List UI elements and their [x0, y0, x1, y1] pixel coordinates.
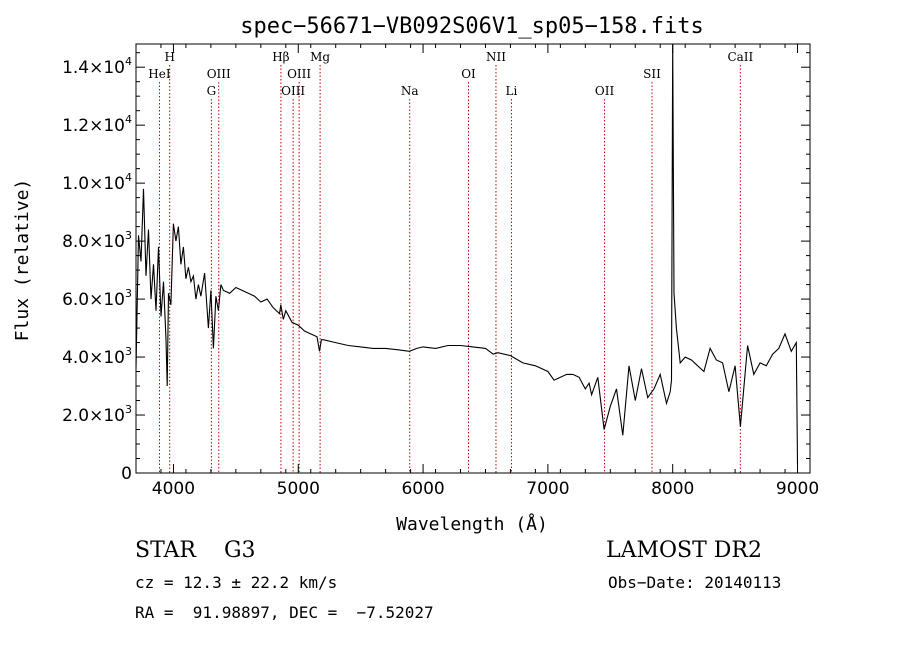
line-id-label: SII [643, 67, 661, 81]
x-tick-label: 4000 [152, 479, 195, 499]
object-class-line: STAR G3 [135, 538, 256, 563]
line-id-label: Na [401, 84, 419, 98]
line-id-label: HeI [148, 67, 171, 81]
x-tick-label: 8000 [651, 479, 694, 499]
line-id-label: Hβ [272, 50, 289, 64]
plot-frame [135, 43, 811, 474]
line-id-label: Mg [310, 50, 330, 64]
ra-dec-coordinates: RA = 91.98897, DEC = −7.52027 [135, 603, 434, 622]
x-tick-label: 9000 [776, 479, 819, 499]
y-tick-label: 2.0×103 [62, 403, 132, 426]
y-tick-label: 1.2×104 [62, 113, 132, 136]
spectrum-series [135, 43, 799, 465]
line-id-label: OIII [287, 67, 311, 81]
redshift-velocity: cz = 12.3 ± 22.2 km/s [135, 573, 338, 592]
y-tick-label: 4.0×103 [62, 345, 132, 368]
line-id-label: G [207, 84, 217, 98]
y-tick-label: 8.0×103 [62, 229, 132, 252]
y-tick-label: 1.4×104 [62, 55, 132, 78]
y-axis-label: Flux (relative) [12, 179, 33, 342]
line-id-label: OIII [207, 67, 231, 81]
object-class: STAR [135, 538, 196, 563]
y-axis: 0 2.0×103 4.0×103 6.0×103 8.0×103 1.0×104 1.2×… [62, 52, 810, 484]
y-tick-label: 1.0×104 [62, 171, 132, 194]
line-id-markers: HeI H G OIII Hβ OIII OIII Mg Na OI NII Li OII SII CaII [148, 50, 754, 473]
x-axis: 4000 5000 6000 7000 8000 9000 [135, 44, 819, 499]
x-tick-label: 7000 [526, 479, 569, 499]
line-id-label: NII [486, 50, 506, 64]
line-id-label: OII [595, 84, 615, 98]
line-id-label: H [164, 50, 174, 64]
line-id-label: CaII [727, 50, 753, 64]
line-id-label: OI [461, 67, 476, 81]
survey-name: LAMOST DR2 [606, 538, 762, 563]
observation-date: Obs−Date: 20140113 [608, 573, 782, 592]
object-subclass: G3 [223, 538, 256, 563]
chart-title: spec−56671−VB092S06V1_sp05−158.fits [240, 14, 704, 39]
y-tick-label: 6.0×103 [62, 287, 132, 310]
spectrum-line-0 [135, 43, 799, 465]
line-id-label: Li [506, 84, 518, 98]
x-tick-label: 6000 [401, 479, 444, 499]
y-tick-label: 0 [121, 464, 132, 484]
x-tick-label: 5000 [277, 479, 320, 499]
x-axis-label: Wavelength (Å) [396, 513, 548, 535]
line-id-label: OIII [281, 84, 305, 98]
